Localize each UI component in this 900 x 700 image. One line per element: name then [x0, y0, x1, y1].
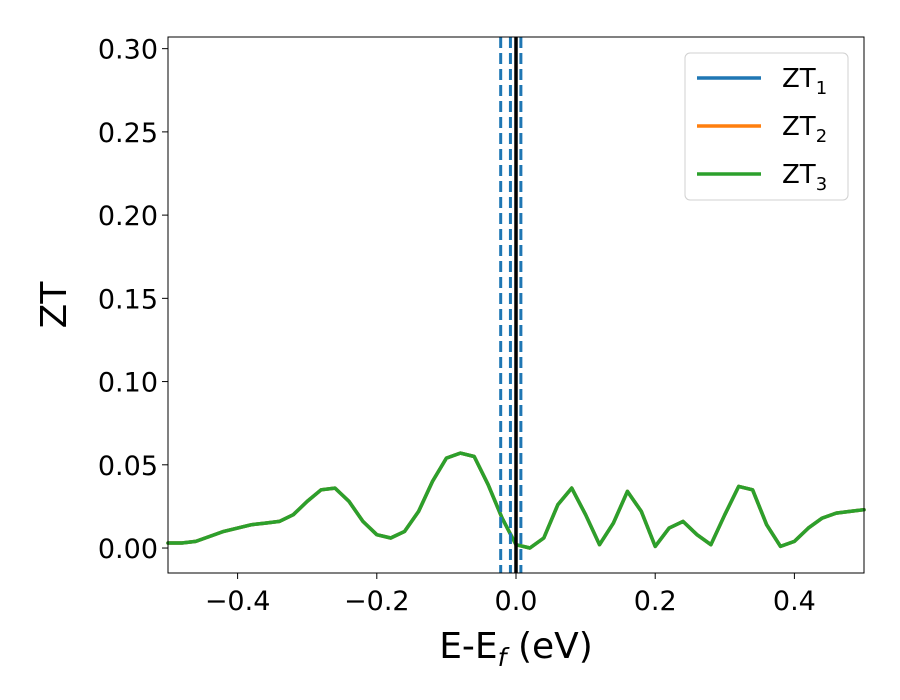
plot-area: [166, 37, 866, 573]
y-tick-label: 0.25: [98, 118, 158, 149]
legend-label-zt2: ZT2: [782, 112, 827, 147]
y-axis-title: ZT: [34, 281, 75, 329]
y-tick-label: 0.15: [98, 284, 158, 315]
legend: ZT1 ZT2 ZT3: [684, 52, 849, 201]
x-tick-label: 0.2: [634, 586, 677, 617]
y-tick-label: 0.10: [98, 368, 158, 399]
y-axis-ticks: 0.00 0.05 0.10 0.15 0.20 0.25 0.30: [98, 35, 168, 565]
x-tick-label: −0.4: [205, 586, 271, 617]
x-tick-label: 0.4: [773, 586, 816, 617]
y-tick-label: 0.30: [98, 35, 158, 66]
y-tick-label: 0.00: [98, 534, 158, 565]
x-axis-ticks: −0.4 −0.2 0.0 0.2 0.4: [205, 573, 816, 617]
legend-label-zt1: ZT1: [782, 64, 827, 99]
y-tick-label: 0.05: [98, 451, 158, 482]
x-tick-label: −0.2: [344, 586, 410, 617]
x-axis-title: E-Ef (eV): [439, 626, 593, 672]
y-tick-label: 0.20: [98, 201, 158, 232]
x-tick-label: 0.0: [495, 586, 538, 617]
legend-label-zt3: ZT3: [782, 160, 827, 195]
